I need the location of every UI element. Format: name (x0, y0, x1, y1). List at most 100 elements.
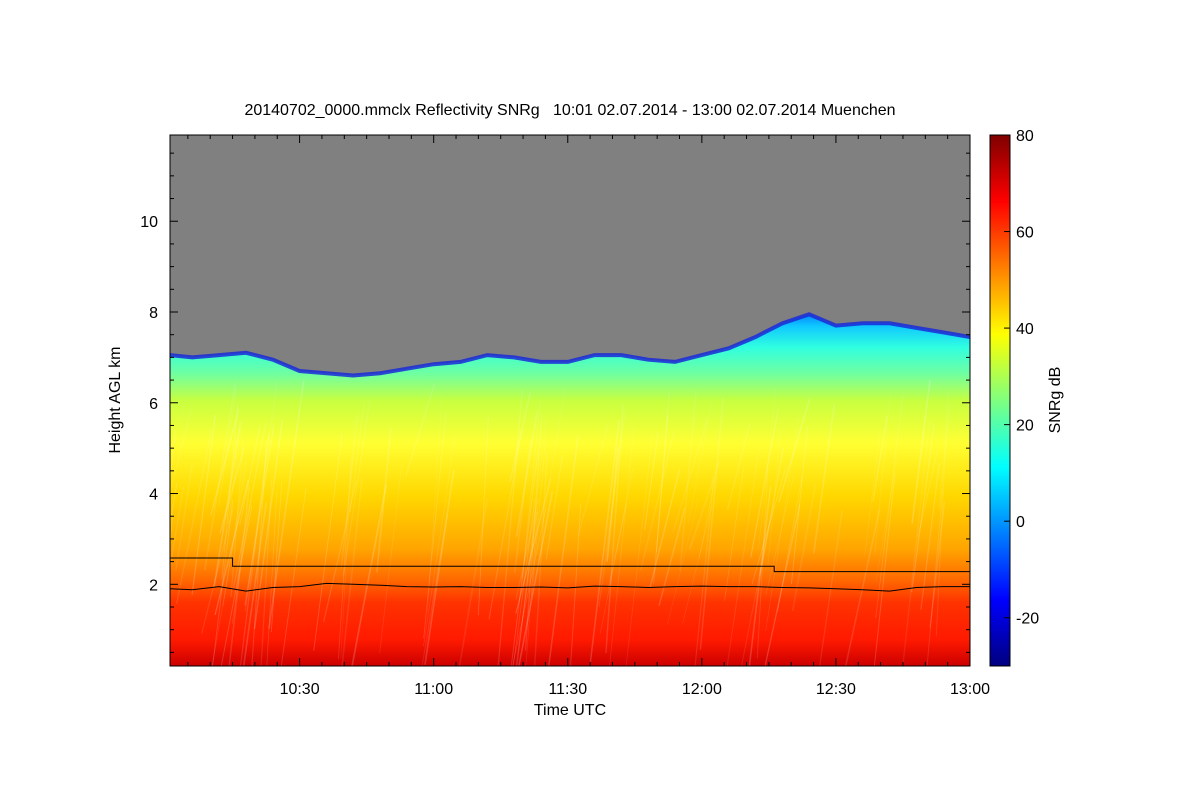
fall-streak (522, 401, 541, 579)
x-tick-label: 12:30 (816, 681, 856, 698)
x-tick-label: 10:30 (280, 681, 320, 698)
fall-streak (845, 508, 881, 666)
y-tick-label: 8 (149, 305, 158, 322)
fall-streak (313, 433, 343, 651)
fall-streak (516, 419, 547, 666)
fall-streak (653, 414, 669, 584)
fall-streak (518, 491, 554, 666)
y-axis: 2 4 6 8 10 (140, 152, 970, 653)
fall-streak (515, 511, 538, 666)
fall-streak (756, 467, 769, 659)
fall-streak (605, 404, 624, 654)
colorbar-tick-label: 0 (1016, 514, 1025, 531)
fall-streak (218, 389, 237, 507)
x-axis-label: Time UTC (534, 702, 606, 719)
fall-streak (902, 421, 931, 666)
fall-streak (938, 404, 951, 510)
fall-streak (688, 460, 721, 550)
fall-streak (874, 394, 891, 556)
fall-streak (682, 506, 712, 624)
fall-streak (542, 387, 566, 524)
fall-streak (244, 381, 278, 612)
fall-streak (514, 439, 532, 573)
fall-streak (170, 408, 192, 495)
fall-streak (765, 474, 795, 595)
fall-streak (727, 423, 751, 510)
reflectivity-field (170, 314, 970, 666)
fall-streak (750, 408, 779, 558)
fall-streak (351, 484, 388, 666)
fall-streak (323, 480, 357, 623)
fall-streak (421, 513, 449, 666)
fall-streak (221, 402, 239, 580)
fall-streak (751, 466, 787, 585)
colorbar-tick-label: 60 (1016, 225, 1034, 242)
fall-streak (726, 447, 760, 666)
fall-streak (724, 467, 744, 601)
y-tick-label: 4 (149, 487, 158, 504)
colorbar-gradient (989, 134, 1011, 667)
fall-streak (758, 389, 776, 549)
fall-streak (231, 498, 252, 624)
y-tick-label: 6 (149, 396, 158, 413)
fall-streak (640, 430, 675, 571)
fall-streak (423, 435, 456, 647)
fall-streak (577, 424, 609, 536)
plot-area (169, 134, 971, 667)
fall-streak (405, 383, 436, 477)
y-axis-label: Height AGL km (107, 346, 124, 453)
fall-streak (658, 507, 686, 606)
upper-detection-line (170, 557, 970, 573)
x-axis: 10:30 11:00 11:30 12:00 12:30 13:00 (187, 135, 990, 698)
fall-streak (875, 452, 899, 583)
chart-title: 20140702_0000.mmclx Reflectivity SNRg 10… (244, 102, 895, 119)
fall-streak (607, 504, 627, 589)
fall-streak (531, 440, 546, 596)
cloud-top-edge (170, 312, 970, 378)
fall-streak (625, 434, 653, 666)
fall-streak (239, 433, 270, 666)
fall-streak (698, 476, 716, 560)
fall-streak (515, 497, 539, 600)
fall-streak (873, 474, 896, 666)
fall-streak (759, 447, 785, 576)
fall-streak (525, 506, 539, 666)
fall-streak (679, 390, 697, 571)
colorbar: -20 0 20 40 60 80 SNRg dB (989, 128, 1064, 667)
fall-streak (340, 413, 359, 569)
fall-streak (266, 491, 278, 666)
fall-streak (423, 411, 447, 639)
fall-streak (244, 424, 275, 606)
fall-streak (170, 429, 176, 485)
fall-streaks (170, 380, 951, 666)
fall-streak (672, 418, 708, 533)
fall-streak (214, 479, 250, 615)
fall-streak (864, 426, 881, 557)
fall-streak (740, 505, 774, 666)
fall-streak (606, 446, 620, 562)
colorbar-ticks: -20 0 20 40 60 80 (1004, 128, 1039, 628)
fall-streak (911, 380, 931, 524)
fall-streak (667, 498, 699, 625)
fall-streak (260, 479, 273, 666)
colorbar-tick-label: 20 (1016, 418, 1034, 435)
fall-streak (222, 460, 247, 606)
fall-streak (427, 394, 443, 612)
fall-streak (230, 440, 244, 598)
fall-streak (524, 414, 543, 651)
fall-streak (175, 462, 193, 571)
fall-streak (227, 428, 242, 525)
fall-streak (649, 469, 681, 589)
fall-streak (819, 509, 843, 666)
fall-streak (510, 450, 539, 666)
fall-streak (253, 420, 283, 629)
fall-streak (509, 392, 531, 483)
fall-streak (748, 486, 772, 666)
fall-streak (694, 478, 715, 666)
fall-streak (170, 482, 178, 527)
fall-streak (767, 427, 782, 567)
fall-streak (545, 456, 563, 560)
fall-streak (379, 464, 403, 654)
fall-streak (777, 476, 803, 612)
fall-streak (211, 466, 248, 666)
